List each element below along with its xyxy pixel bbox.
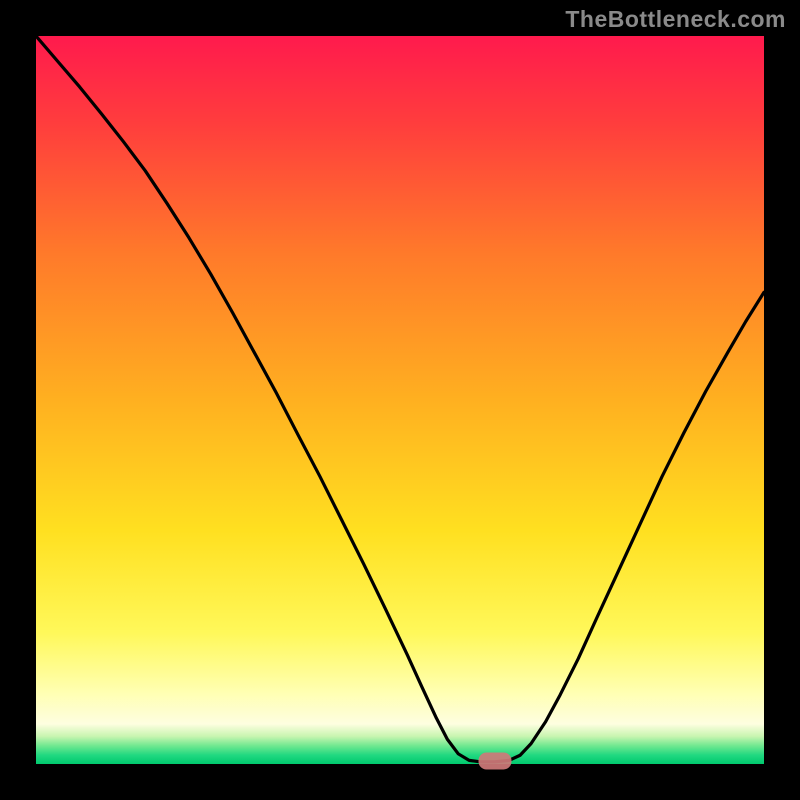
watermark-text: TheBottleneck.com <box>565 6 786 33</box>
chart-container: TheBottleneck.com <box>0 0 800 800</box>
gradient-background <box>36 36 764 764</box>
optimal-point-marker <box>478 753 511 770</box>
plot-area <box>36 36 764 764</box>
